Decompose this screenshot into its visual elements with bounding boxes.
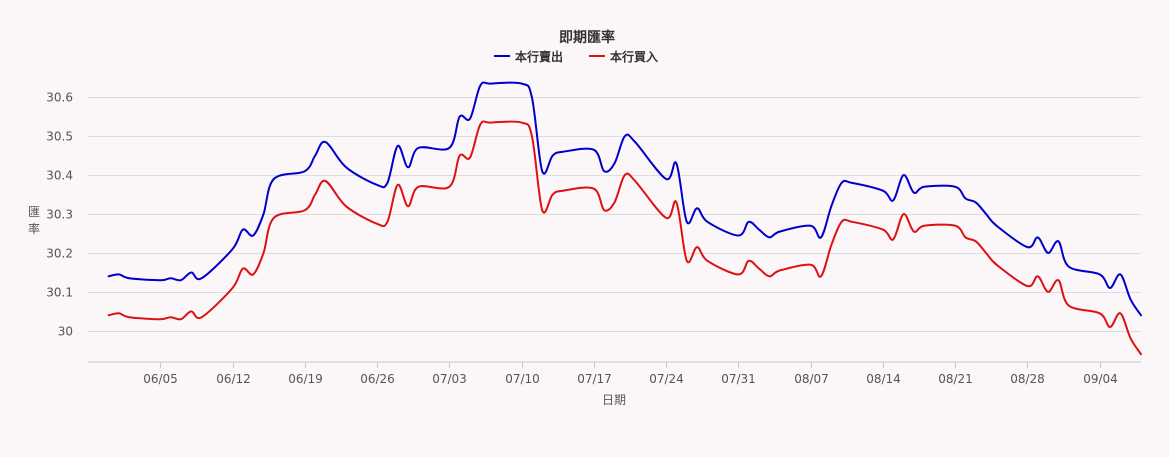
- y-axis-title-char-1: 匯: [28, 205, 40, 219]
- y-tick-label: 30.1: [46, 286, 73, 300]
- x-tick-label: 07/31: [721, 372, 756, 386]
- chart-title: 即期匯率: [559, 29, 615, 46]
- y-tick-label: 30.4: [46, 169, 73, 183]
- x-tick-label: 07/10: [505, 372, 540, 386]
- series-line-sell: [107, 81, 1142, 317]
- legend-item-buy[interactable]: 本行買入: [589, 49, 658, 64]
- x-tick-label: 07/03: [432, 372, 467, 386]
- y-gridlines: [88, 97, 1141, 332]
- x-tick-label: 08/07: [794, 372, 829, 386]
- legend-label-sell: 本行賣出: [515, 49, 563, 64]
- y-axis-title-char-2: 率: [28, 221, 40, 236]
- y-tick-label: 30.2: [46, 247, 73, 261]
- x-tick-label: 06/05: [143, 372, 178, 386]
- x-axis-ticks: 06/05 06/12 06/19 06/26 07/03 07/10 07/17 07/24…: [143, 362, 1118, 386]
- x-tick-label: 07/17: [577, 372, 612, 386]
- y-tick-label: 30: [58, 325, 73, 339]
- x-tick-label: 09/04: [1083, 372, 1118, 386]
- y-tick-label: 30.6: [46, 91, 73, 105]
- y-axis-ticks: 30 30.1 30.2 30.3 30.4 30.5 30.6: [46, 91, 73, 339]
- x-axis-title: 日期: [602, 393, 626, 407]
- y-tick-label: 30.5: [46, 130, 73, 144]
- legend-item-sell[interactable]: 本行賣出: [494, 49, 563, 64]
- x-tick-label: 06/26: [360, 372, 395, 386]
- x-tick-label: 08/14: [866, 372, 901, 386]
- x-tick-label: 06/12: [216, 372, 251, 386]
- x-tick-label: 08/28: [1010, 372, 1045, 386]
- series-line-buy: [107, 120, 1142, 356]
- x-tick-label: 08/21: [938, 372, 973, 386]
- legend-label-buy: 本行買入: [610, 49, 658, 64]
- x-tick-label: 07/24: [649, 372, 684, 386]
- series-lines: [107, 81, 1142, 356]
- legend[interactable]: 本行賣出 本行買入: [494, 49, 658, 64]
- x-tick-label: 06/19: [288, 372, 323, 386]
- y-tick-label: 30.3: [46, 208, 73, 222]
